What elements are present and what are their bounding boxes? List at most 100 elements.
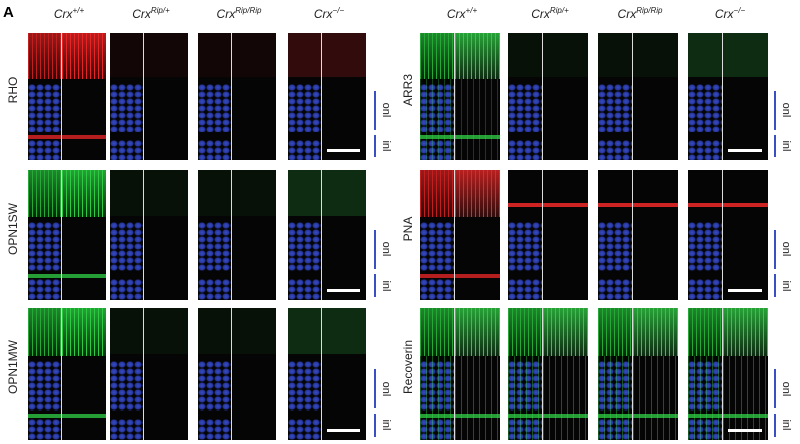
divider [230, 308, 232, 440]
divider [541, 33, 543, 160]
inl-nuclei [688, 418, 722, 440]
terminals [28, 274, 61, 278]
micrograph [688, 170, 768, 300]
inl-nuclei [420, 139, 454, 160]
merged-channel [598, 308, 632, 440]
onl-nuclei [598, 360, 632, 411]
faint-stain [321, 308, 366, 355]
inl-nuclei [28, 139, 61, 160]
onl-nuclei [420, 360, 454, 411]
inl-nuclei [198, 418, 231, 440]
merged-channel [288, 33, 321, 160]
stain [722, 308, 768, 356]
stain-channel [321, 170, 366, 300]
inl-nuclei [288, 279, 321, 300]
faint-stain [110, 33, 143, 78]
inl-nuclei [420, 418, 454, 440]
divider [142, 33, 144, 160]
micrograph [28, 33, 106, 160]
inl-bracket [374, 274, 376, 298]
onl-nuclei [198, 360, 231, 411]
terminals [454, 413, 500, 418]
inl-nuclei [198, 139, 231, 160]
genotype: −/− [332, 6, 345, 15]
layer-label: inl [780, 280, 792, 292]
onl-nuclei [198, 222, 231, 272]
stain [508, 308, 542, 356]
stain-channel [632, 170, 678, 300]
stain [632, 308, 678, 356]
inl-nuclei [288, 139, 321, 160]
onl-bracket [374, 91, 376, 130]
micrograph [420, 308, 500, 440]
stain-fibers [454, 78, 500, 160]
column-header: CrxRip/Rip [598, 6, 682, 21]
merged-channel [288, 170, 321, 300]
layer-label: inl [380, 140, 392, 152]
terminals [420, 134, 454, 139]
gene-name: Crx [216, 7, 236, 21]
stain-channel [542, 33, 588, 160]
faint-stain [231, 33, 276, 78]
stain-band [508, 202, 542, 207]
terminals [722, 413, 768, 418]
inl-nuclei [420, 279, 454, 300]
inl-bracket [374, 134, 376, 158]
divider [631, 170, 633, 300]
micrograph [688, 308, 768, 440]
genotype: +/+ [72, 6, 85, 15]
merged-channel [508, 170, 542, 300]
stain-fibers [632, 355, 678, 440]
faint-stain [231, 308, 276, 355]
merged-channel [110, 33, 143, 160]
stain-channel [722, 33, 768, 160]
genotype: −/− [733, 6, 746, 15]
layer-label: onl [780, 381, 792, 396]
stain [28, 33, 61, 79]
micrograph [110, 308, 188, 440]
micrograph [198, 308, 276, 440]
panel-label: A [3, 4, 14, 21]
layer-label: onl [380, 381, 392, 396]
scale-bar [327, 149, 360, 152]
onl-nuclei [110, 360, 143, 411]
stain-fibers [722, 355, 768, 440]
row-label: Recoverin [401, 340, 415, 395]
row-label: RHO [6, 76, 20, 104]
divider [453, 33, 455, 160]
faint-stain [288, 33, 321, 78]
scale-bar [728, 429, 762, 432]
micrograph [598, 170, 678, 300]
stain [420, 170, 454, 217]
gene-name: Crx [313, 7, 333, 21]
layer-label: onl [780, 103, 792, 118]
onl-nuclei [198, 83, 231, 133]
micrograph [28, 308, 106, 440]
scale-bar [327, 289, 360, 292]
faint-stain [598, 33, 632, 78]
stain-channel [61, 308, 106, 440]
onl-nuclei [688, 222, 722, 272]
micrograph [110, 170, 188, 300]
micrograph [508, 33, 588, 160]
inl-nuclei [508, 139, 542, 160]
micrograph [420, 33, 500, 160]
stain-channel [722, 308, 768, 440]
stain [61, 308, 106, 356]
stain-band [632, 202, 678, 207]
gene-name: Crx [531, 7, 550, 21]
inl-nuclei [598, 418, 632, 440]
onl-bracket [774, 368, 776, 409]
merged-channel [110, 170, 143, 300]
column-header: Crx−/− [688, 6, 772, 21]
divider [453, 308, 455, 440]
row-label: OPN1SW [6, 202, 20, 255]
stain [454, 170, 500, 217]
micrograph [198, 33, 276, 160]
stain-channel [454, 308, 500, 440]
faint-stain [722, 33, 768, 78]
stain [598, 308, 632, 356]
onl-nuclei [110, 222, 143, 272]
merged-channel [198, 170, 231, 300]
inl-nuclei [598, 139, 632, 160]
